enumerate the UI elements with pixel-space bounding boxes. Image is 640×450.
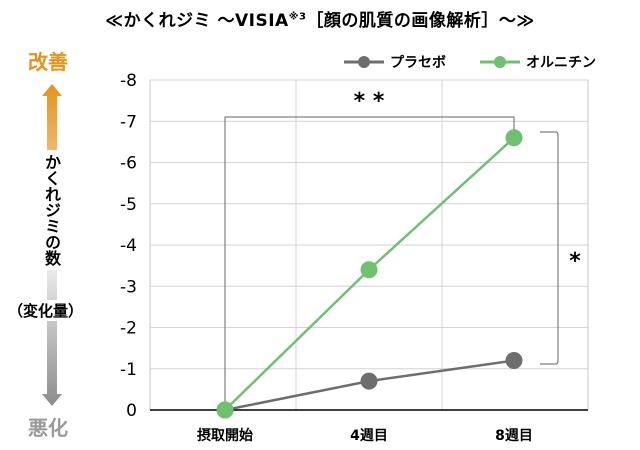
data-point-ornithine (360, 261, 378, 279)
significance-bracket-time (224, 116, 515, 407)
significance-label-time: * * (354, 89, 385, 114)
legend-item-placebo: プラセボ (344, 52, 446, 72)
legend: プラセボ オルニチン (344, 52, 630, 72)
data-point-placebo (360, 372, 378, 390)
legend-label-placebo: プラセボ (390, 55, 446, 71)
y-tick-label: -1 (120, 360, 137, 380)
chart-title-footnote: ※3 (288, 11, 307, 23)
y-tick-label: -8 (120, 71, 137, 91)
legend-item-ornithine: オルニチン (480, 52, 596, 72)
data-point-ornithine (505, 129, 523, 147)
y-tick-label: -2 (120, 319, 137, 339)
worsen-label: 悪化 (28, 416, 68, 440)
x-tick-label: 8週目 (495, 428, 533, 444)
y-tick-label: -4 (120, 236, 137, 256)
improve-label: 改善 (28, 50, 68, 74)
x-tick-label: 4週目 (350, 428, 388, 444)
y-axis-unit-label: （変化量） (8, 300, 84, 321)
chart-title-main: ≪かくれジミ ～VISIA (105, 11, 289, 31)
chart-title-tail: ［顔の肌質の画像解析］～≫ (306, 11, 535, 31)
legend-label-ornithine: オルニチン (526, 55, 596, 71)
significance-label-group: * (569, 249, 581, 274)
y-axis-label: かくれジミの数 (41, 150, 61, 270)
data-point-placebo (505, 352, 523, 369)
y-tick-label: -7 (120, 112, 137, 132)
y-tick-label: -3 (120, 277, 137, 297)
y-tick-label: -6 (120, 154, 137, 174)
data-point-ornithine (216, 401, 234, 419)
significance-bracket-group (540, 131, 559, 365)
x-tick-label: 摂取開始 (197, 427, 253, 444)
y-tick-label: 0 (126, 401, 137, 421)
chart-title: ≪かくれジミ ～VISIA※3［顔の肌質の画像解析］～≫ (0, 6, 640, 31)
y-tick-label: -5 (120, 195, 137, 215)
